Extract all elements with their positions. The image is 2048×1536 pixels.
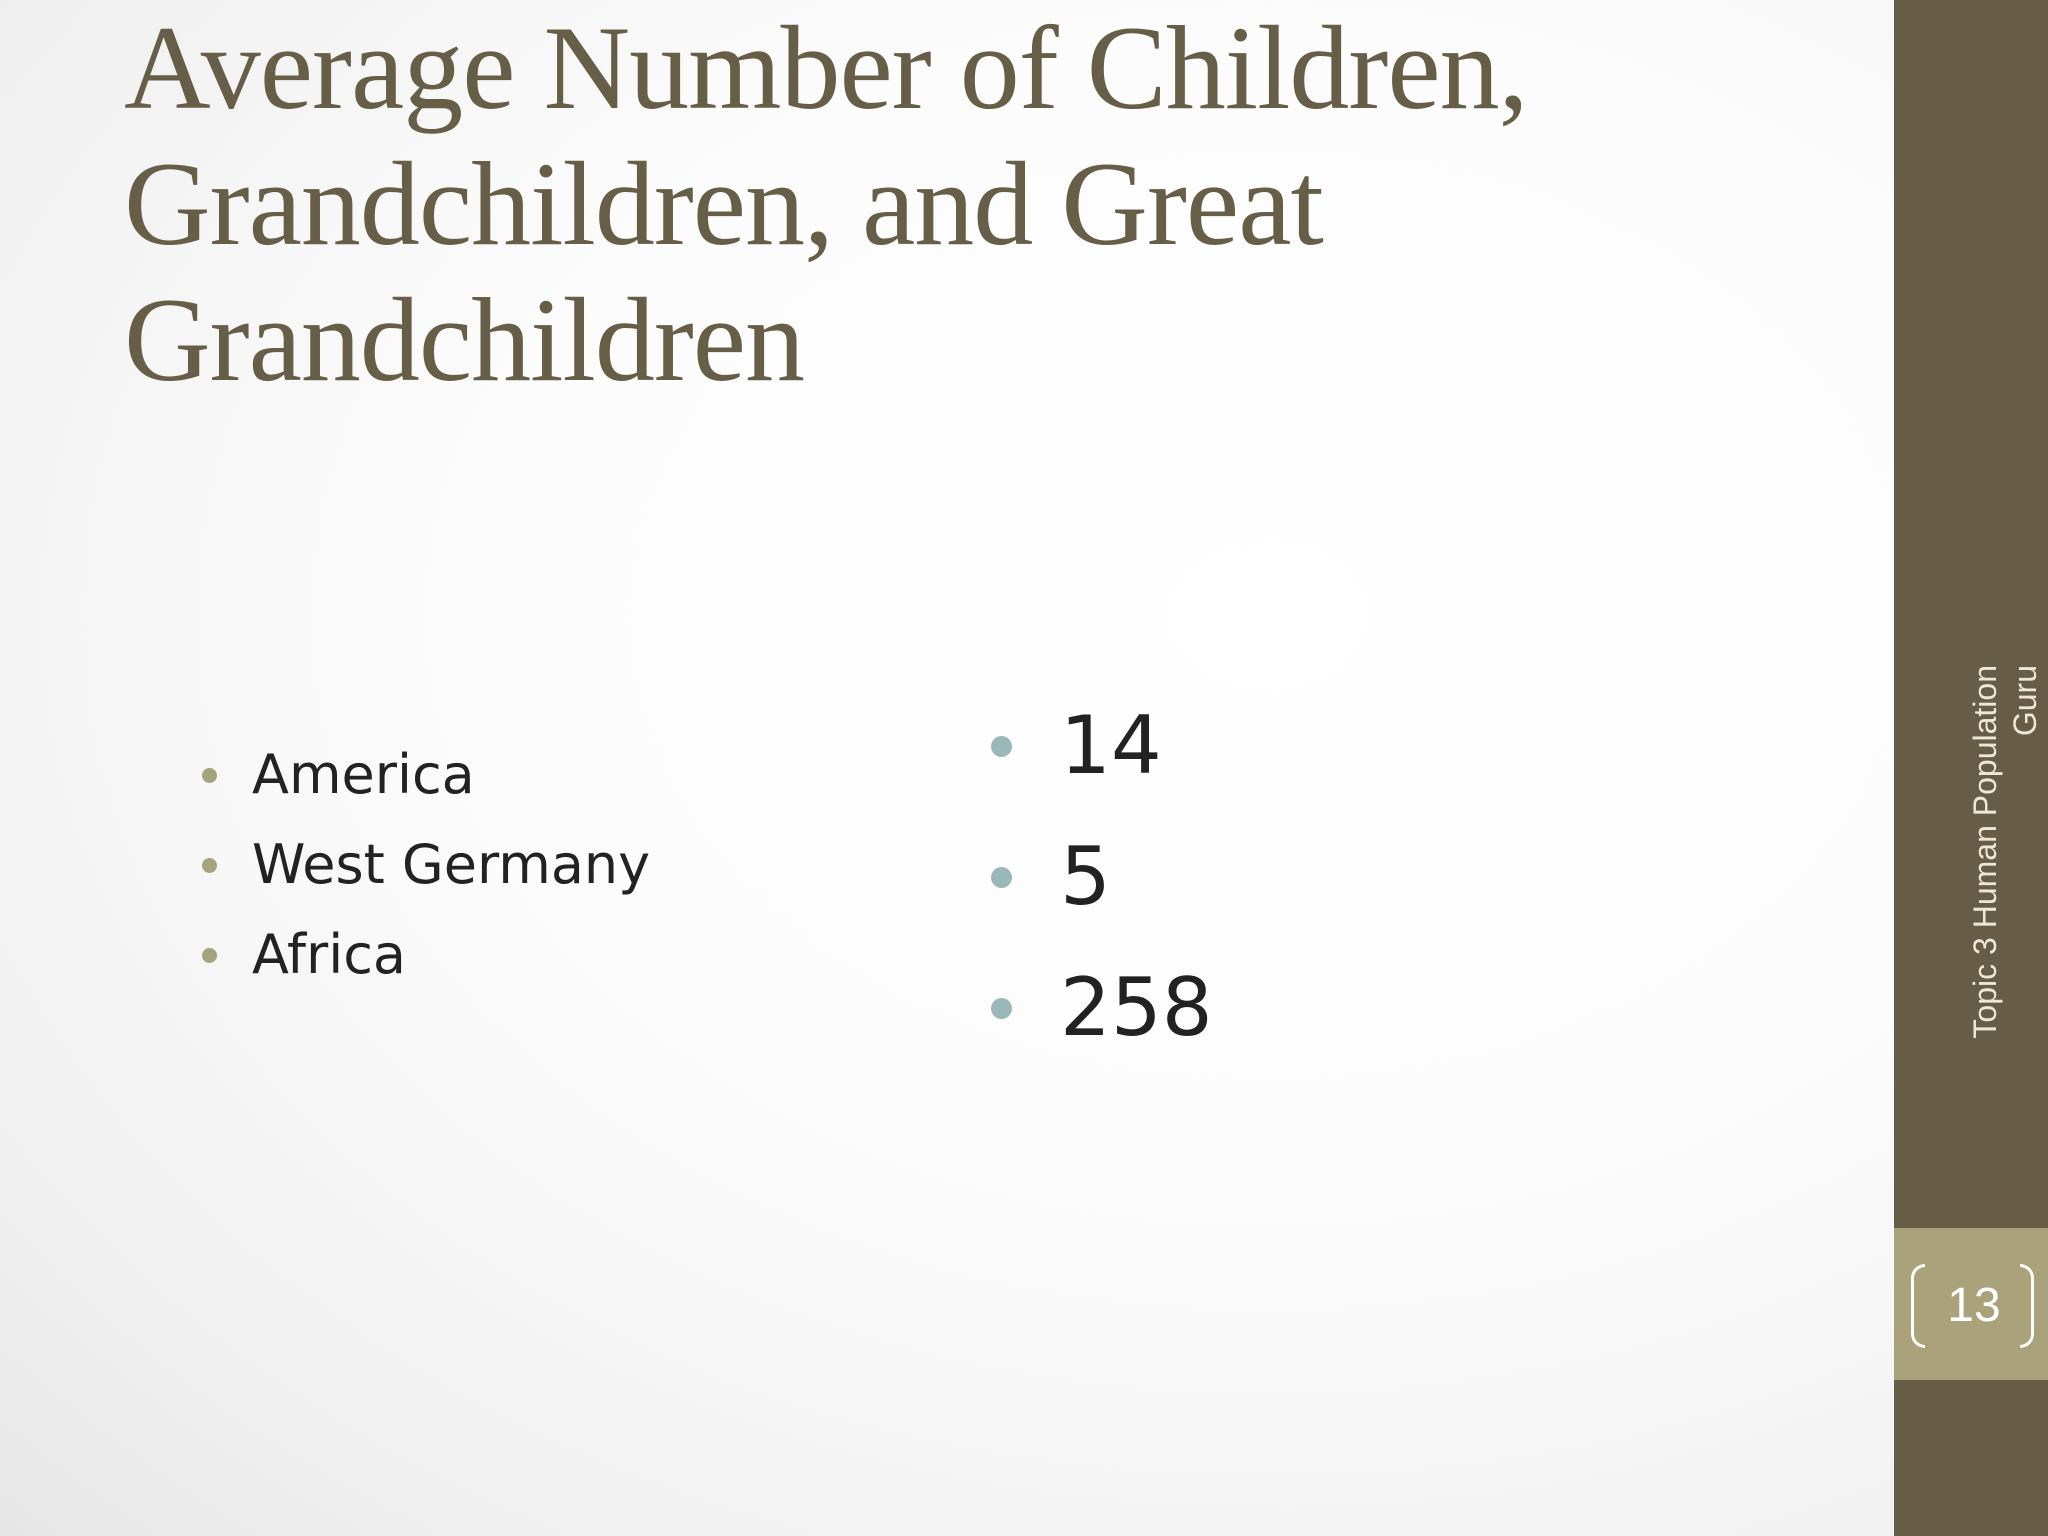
region-list: America West Germany Africa (200, 730, 650, 1000)
bracket-right-icon (2020, 1264, 2034, 1348)
bullet-dot-icon (991, 998, 1012, 1019)
footer-text: Topic 3 Human Population Guru (1965, 665, 2045, 1085)
slide-title: Average Number of Children, Grandchildre… (124, 0, 1624, 408)
slide-number-box: 13 (1894, 1228, 2048, 1380)
bullet-dot-icon (202, 858, 217, 873)
region-label: America (252, 743, 475, 806)
bullet-dot-icon (991, 736, 1012, 757)
value-list-item: 258 (985, 942, 1213, 1073)
value-label: 5 (1060, 830, 1111, 923)
bullet-dot-icon (991, 867, 1012, 888)
value-label: 258 (1060, 961, 1213, 1054)
value-list-item: 14 (985, 680, 1213, 811)
footer-line: Guru (2007, 665, 2043, 737)
slide-canvas: Average Number of Children, Grandchildre… (124, 0, 1624, 1073)
bracket-left-icon (1911, 1264, 1925, 1348)
slide-title-line: Grandchildren (124, 273, 805, 406)
bullet-dot-icon (202, 768, 217, 783)
value-label: 14 (1060, 699, 1162, 792)
slide-number: 13 (1947, 1279, 2001, 1332)
region-list-item: Africa (200, 910, 650, 1000)
region-list-item: West Germany (200, 820, 650, 910)
footer-line: Topic 3 Human Population (1967, 665, 2003, 1039)
bullet-dot-icon (202, 948, 217, 963)
slide-title-line: Average Number of Children, (124, 1, 1529, 134)
slide-title-line: Grandchildren, and Great (124, 137, 1324, 270)
region-label: West Germany (252, 833, 651, 896)
region-label: Africa (252, 923, 407, 986)
value-list: 14 5 258 (985, 680, 1213, 1073)
value-list-item: 5 (985, 811, 1213, 942)
region-list-item: America (200, 730, 650, 820)
